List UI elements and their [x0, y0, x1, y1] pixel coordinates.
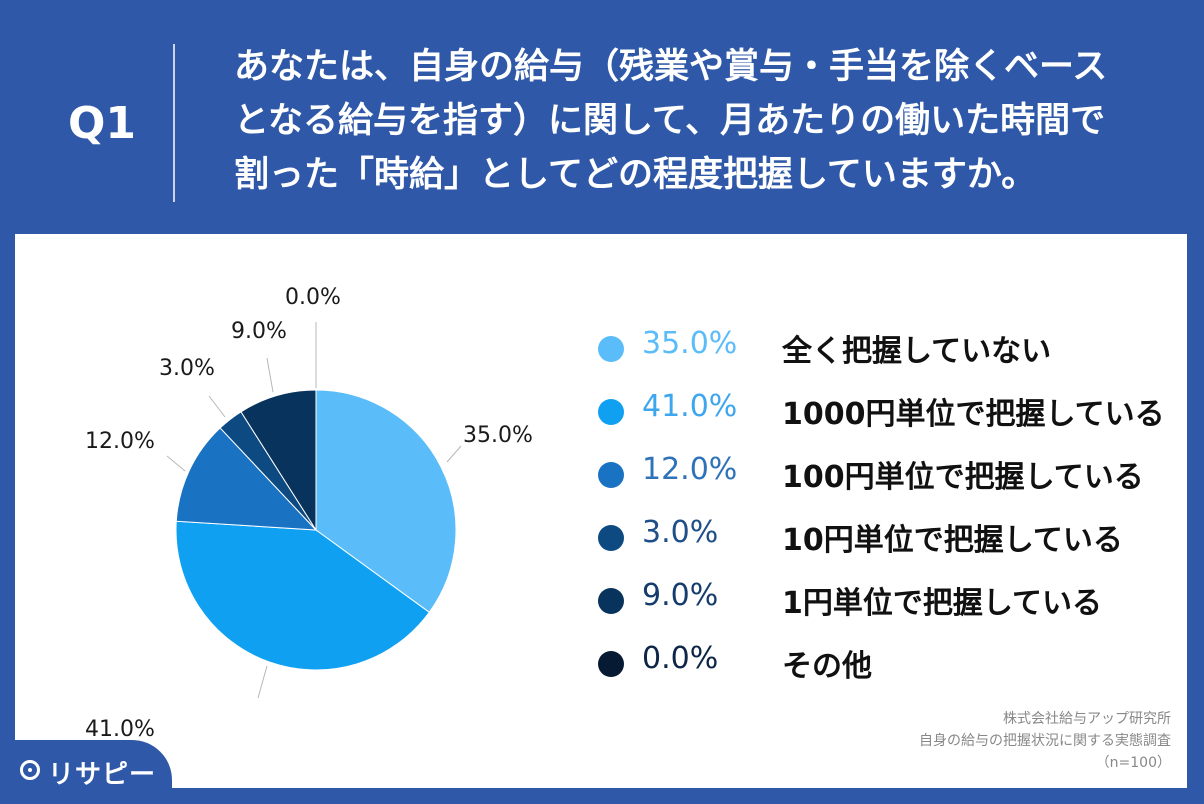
slice-data-label: 3.0% — [159, 356, 215, 381]
slice-data-label: 35.0% — [463, 423, 533, 448]
slice-data-label: 41.0% — [85, 717, 155, 742]
legend-color-dot — [598, 651, 624, 677]
legend-color-dot — [598, 399, 624, 425]
leader-line — [208, 395, 226, 418]
legend-label: 1円単位で把握している — [782, 586, 1102, 621]
legend-item: 9.0% 1円単位で把握している — [598, 568, 1178, 631]
legend-percentage: 0.0% — [642, 641, 719, 676]
pie-slice — [315, 389, 457, 613]
source-company: 株式会社給与アップ研究所 — [1003, 711, 1171, 727]
chart-panel: 35.0% 41.0% 12.0% 3.0% 9.0% 0.0% 35.0% 全く把握してい… — [15, 234, 1187, 788]
slice-data-label: 12.0% — [85, 429, 155, 454]
leader-line — [257, 665, 268, 699]
logo-text: リサピー — [48, 760, 157, 790]
question-line: あなたは、自身の給与（残業や賞与・手当を除くベース — [234, 47, 1108, 87]
question-header: Q1 あなたは、自身の給与（残業や賞与・手当を除くベース となる給与を指す）に関… — [0, 0, 1204, 232]
legend-label: 100円単位で把握している — [782, 460, 1144, 495]
legend-item: 35.0% 全く把握していない — [598, 316, 1178, 379]
slice-data-label: 0.0% — [285, 285, 341, 310]
question-line: となる給与を指す）に関して、月あたりの働いた時間で — [234, 101, 1106, 141]
question-number: Q1 — [68, 98, 137, 149]
legend-item: 0.0% その他 — [598, 631, 1178, 694]
legend-percentage: 41.0% — [642, 389, 738, 424]
legend-item: 3.0% 10円単位で把握している — [598, 505, 1178, 568]
leader-line — [266, 357, 274, 393]
pin-icon — [20, 760, 40, 780]
survey-source: 株式会社給与アップ研究所 自身の給与の把握状況に関する実態調査 （n=100） — [919, 708, 1171, 774]
legend-label: その他 — [782, 649, 872, 684]
header-divider — [173, 44, 175, 202]
legend-item: 41.0% 1000円単位で把握している — [598, 379, 1178, 442]
question-line: 割った「時給」としてどの程度把握していますか。 — [234, 155, 1037, 195]
question-text: あなたは、自身の給与（残業や賞与・手当を除くベース となる給与を指す）に関して、… — [234, 40, 1184, 202]
legend-color-dot — [598, 462, 624, 488]
legend-percentage: 9.0% — [642, 578, 719, 613]
leader-line — [166, 455, 186, 472]
pie-slice — [175, 427, 318, 531]
source-survey-title: 自身の給与の把握状況に関する実態調査 — [919, 733, 1171, 749]
pie-chart: 35.0% 41.0% 12.0% 3.0% 9.0% 0.0% — [85, 285, 533, 742]
pie-slice — [240, 389, 317, 532]
legend-label: 1000円単位で把握している — [782, 397, 1165, 432]
pie-slice — [175, 520, 430, 671]
source-sample-size: （n=100） — [1095, 755, 1171, 771]
legend-item: 12.0% 100円単位で把握している — [598, 442, 1178, 505]
legend-percentage: 35.0% — [642, 326, 738, 361]
chart-legend: 35.0% 全く把握していない 41.0% 1000円単位で把握している 12.0% 10… — [598, 316, 1178, 694]
legend-color-dot — [598, 336, 624, 362]
slice-data-label: 9.0% — [231, 319, 287, 344]
legend-label: 10円単位で把握している — [782, 523, 1123, 558]
legend-color-dot — [598, 525, 624, 551]
legend-label: 全く把握していない — [782, 334, 1052, 369]
legend-percentage: 12.0% — [642, 452, 738, 487]
legend-color-dot — [598, 588, 624, 614]
legend-percentage: 3.0% — [642, 515, 719, 550]
brand-logo: リサピー — [0, 740, 172, 804]
leader-line — [446, 445, 462, 463]
